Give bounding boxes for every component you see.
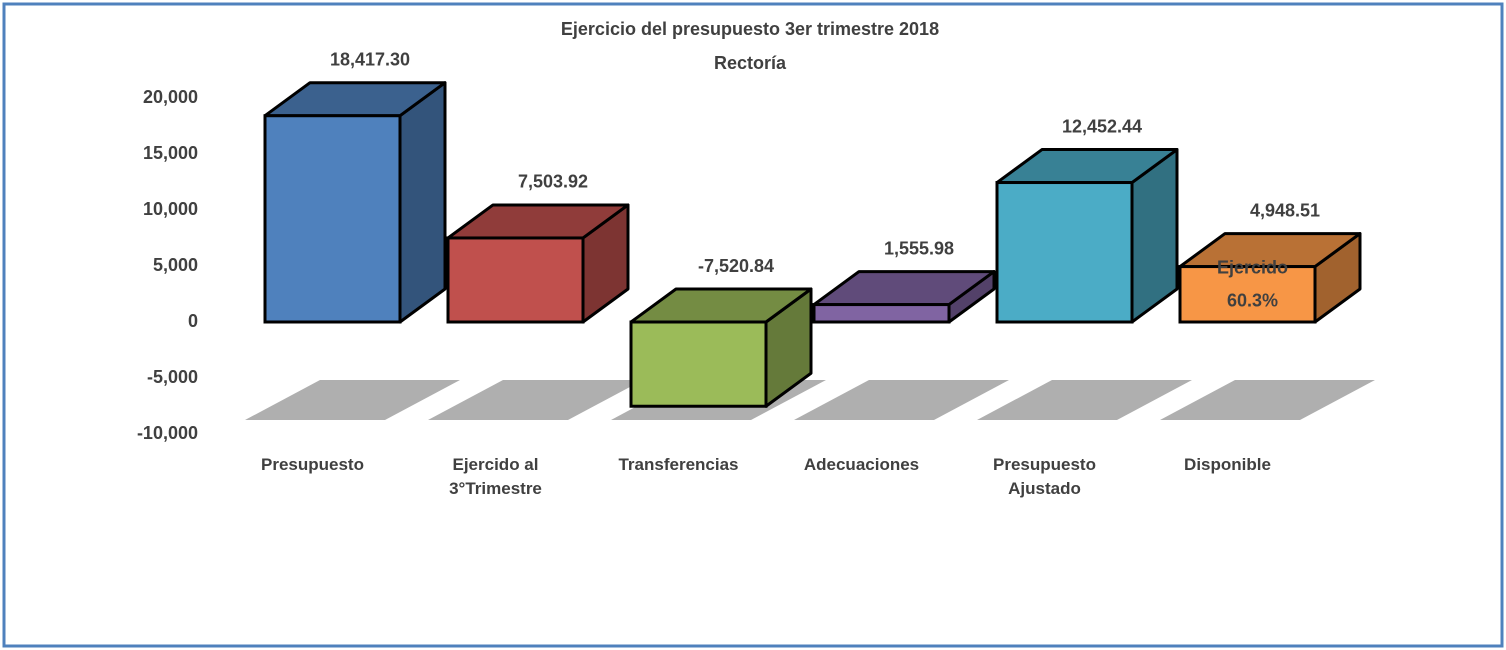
y-tick-label: 15,000 (143, 143, 198, 163)
bar (812, 303, 951, 324)
y-tick-label: -10,000 (137, 423, 198, 443)
bar-side (398, 81, 447, 324)
x-tick-label: Presupuesto (261, 455, 364, 474)
y-tick-label: 5,000 (153, 255, 198, 275)
y-tick-label: 10,000 (143, 199, 198, 219)
value-label: -7,520.84 (698, 256, 774, 276)
chart-subtitle: Rectoría (714, 53, 787, 73)
value-label: 7,503.92 (518, 172, 588, 192)
y-tick-label: -5,000 (147, 367, 198, 387)
floor-shadow (977, 380, 1192, 420)
bar (995, 181, 1134, 324)
annotation: 60.3% (1227, 290, 1278, 310)
floor-shadow (1160, 380, 1375, 420)
bar (446, 236, 585, 324)
x-tick-label: Transferencias (618, 455, 739, 474)
x-tick-label: Ejercido al 3°Trimestre (449, 455, 542, 498)
annotation: Ejercido (1217, 257, 1288, 277)
y-tick-label: 0 (188, 311, 198, 331)
value-label: 18,417.30 (330, 49, 410, 69)
x-tick-label: Disponible (1184, 455, 1271, 474)
value-label: 1,555.98 (884, 238, 954, 258)
chart-title: Ejercicio del presupuesto 3er trimestre … (561, 19, 939, 39)
x-tick-label: Presupuesto Ajustado (993, 455, 1096, 498)
floor-shadow (245, 380, 460, 420)
bar (1178, 265, 1317, 324)
bar (263, 114, 402, 324)
x-tick-label: Adecuaciones (803, 455, 920, 474)
y-tick-label: 20,000 (143, 87, 198, 107)
floor-shadow (428, 380, 643, 420)
value-label: 4,948.51 (1250, 200, 1320, 220)
bar (629, 320, 768, 408)
floor-shadow (794, 380, 1009, 420)
value-label: 12,452.44 (1062, 116, 1142, 136)
